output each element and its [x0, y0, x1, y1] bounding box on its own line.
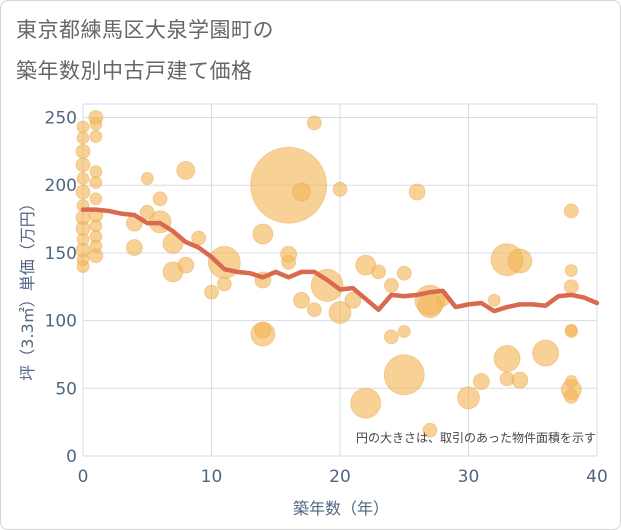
bubble-point [281, 254, 297, 270]
bubble-point [89, 239, 103, 253]
bubble-size-note: 円の大きさは、取引のあった物件面積を示す [356, 430, 596, 445]
bubble-point [89, 117, 103, 131]
y-tick-label: 200 [45, 176, 77, 196]
bubble-point [76, 131, 90, 145]
chart-title-line2: 築年数別中古戸建て価格 [16, 59, 253, 83]
bubble-point [396, 265, 412, 281]
bubble-point [216, 276, 232, 292]
bubble-point [383, 329, 399, 345]
bubble-point [350, 387, 382, 419]
x-tick-label: 0 [78, 467, 89, 487]
axis-ticks: 0 10 20 30 40 0 50 100 150 200 250 [45, 109, 608, 487]
bubble-point [89, 165, 103, 179]
y-tick-label: 0 [66, 447, 77, 467]
y-axis-title: 坪（3.3㎡）単価（万円） [18, 195, 37, 380]
bubble-point [254, 321, 272, 339]
grid [82, 103, 598, 457]
bubble-point [532, 339, 559, 367]
bubble-point [563, 389, 579, 404]
y-tick-label: 100 [45, 312, 77, 332]
bubble-point [564, 264, 578, 277]
bubble-point [75, 143, 91, 159]
bubble-point [371, 264, 386, 280]
bubble-point [140, 172, 154, 185]
bubble-point [397, 325, 411, 338]
bubble-point [507, 248, 533, 274]
bubble-point [564, 325, 578, 338]
bubble-point [472, 373, 490, 390]
bubble-point [152, 191, 168, 207]
trend-line-series [80, 207, 600, 314]
x-tick-label: 10 [201, 467, 223, 487]
bubble-point [89, 176, 103, 189]
bubble-point [89, 130, 103, 143]
x-tick-label: 20 [329, 467, 351, 487]
bubble-point [332, 181, 348, 197]
x-axis-title: 築年数（年） [293, 499, 389, 518]
bubble-point [306, 115, 322, 131]
bubble-point [204, 284, 219, 300]
bubble-point [383, 278, 399, 293]
bubble-point [292, 182, 311, 202]
bubble-point [293, 291, 310, 309]
bubble-point [563, 203, 579, 219]
bubble-point [306, 302, 322, 318]
bubble-point [563, 279, 579, 295]
bubble-point [89, 192, 103, 206]
bubble-point [457, 386, 480, 410]
y-tick-label: 250 [45, 109, 77, 129]
bubble-point [76, 172, 90, 185]
y-tick-label: 50 [55, 379, 77, 399]
bubble-point [564, 375, 578, 388]
bubble-point [176, 160, 196, 180]
bubble-point [76, 120, 90, 134]
y-tick-label: 150 [45, 244, 77, 264]
bubble-point [252, 223, 274, 245]
bubble-point [408, 183, 426, 201]
trend-line [80, 207, 600, 314]
bubble-point [191, 230, 207, 246]
bubble-point [125, 239, 143, 256]
bubble-point [383, 354, 425, 396]
bubble-point [76, 232, 90, 246]
x-tick-label: 30 [458, 467, 480, 487]
bubble-point [75, 184, 91, 200]
bubble-point [76, 260, 90, 273]
bubble-point [250, 146, 328, 224]
chart-title-line1: 東京都練馬区大泉学園町の [16, 18, 274, 42]
bubble-point [328, 301, 352, 324]
bubble-point [75, 157, 91, 173]
bubble-point [487, 293, 501, 307]
x-tick-label: 40 [586, 467, 608, 487]
bubble-point [422, 422, 438, 438]
bubble-series [75, 110, 582, 438]
bubble-point [177, 256, 195, 274]
bubble-point [344, 291, 362, 309]
bubble-point [499, 371, 515, 387]
bubble-point [493, 345, 521, 372]
bubble-point [89, 219, 103, 233]
bubble-point [139, 204, 155, 220]
